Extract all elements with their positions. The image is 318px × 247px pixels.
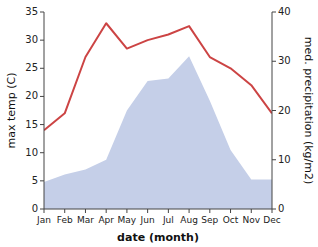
y2-tick (272, 61, 276, 62)
y2-axis-label: med. precipitation (kg/m2) (302, 37, 315, 185)
y-tick (40, 96, 44, 97)
y-tick-label: 15 (25, 119, 38, 130)
x-tick (85, 209, 86, 213)
x-tick (230, 209, 231, 213)
x-tick-label: Apr (98, 215, 114, 225)
temperature-line (44, 23, 272, 130)
y2-tick (272, 12, 276, 13)
x-tick (44, 209, 45, 213)
y-tick (40, 152, 44, 153)
x-tick-label: Jul (162, 215, 174, 225)
chart: 05101520253035010203040JanFebMarAprMayJu… (0, 0, 318, 247)
y2-tick-label: 0 (278, 203, 284, 214)
x-tick-label: Jan (36, 215, 51, 225)
x-tick (251, 209, 252, 213)
x-tick-label: Jun (140, 215, 155, 225)
y2-tick (272, 110, 276, 111)
y-tick (40, 180, 44, 181)
x-tick (106, 209, 107, 213)
y2-tick (272, 159, 276, 160)
x-axis-label: date (month) (117, 231, 199, 244)
y-tick (40, 40, 44, 41)
y-tick-label: 25 (25, 62, 38, 73)
x-tick-label: Nov (242, 215, 260, 225)
plot-area (44, 23, 272, 209)
y2-tick-label: 10 (278, 154, 291, 165)
y-tick (40, 209, 44, 210)
y-tick-label: 5 (32, 175, 38, 186)
x-tick (126, 209, 127, 213)
x-tick (64, 209, 65, 213)
y-tick-label: 35 (25, 6, 38, 17)
y2-tick-label: 20 (278, 105, 291, 116)
x-tick (272, 209, 273, 213)
x-tick-label: Feb (57, 215, 73, 225)
x-tick-label: Oct (223, 215, 239, 225)
x-tick (168, 209, 169, 213)
x-tick-label: May (118, 215, 137, 225)
y-tick (40, 124, 44, 125)
y-axis-label: max temp (C) (5, 72, 18, 148)
y-tick-label: 30 (25, 34, 38, 45)
x-tick-label: Dec (263, 215, 280, 225)
y-tick-label: 0 (32, 203, 38, 214)
y-tick (40, 12, 44, 13)
x-tick-label: Mar (77, 215, 94, 225)
y2-tick (272, 209, 276, 210)
x-axis-line (44, 209, 272, 210)
x-tick-label: Aug (180, 215, 198, 225)
y-tick-label: 20 (25, 90, 38, 101)
x-tick (147, 209, 148, 213)
y-axis-line (44, 12, 45, 209)
y-tick-label: 10 (25, 147, 38, 158)
y-tick (40, 68, 44, 69)
x-tick (209, 209, 210, 213)
x-tick-label: Sep (201, 215, 218, 225)
y2-tick-label: 40 (278, 6, 291, 17)
x-tick (189, 209, 190, 213)
y2-tick-label: 30 (278, 55, 291, 66)
